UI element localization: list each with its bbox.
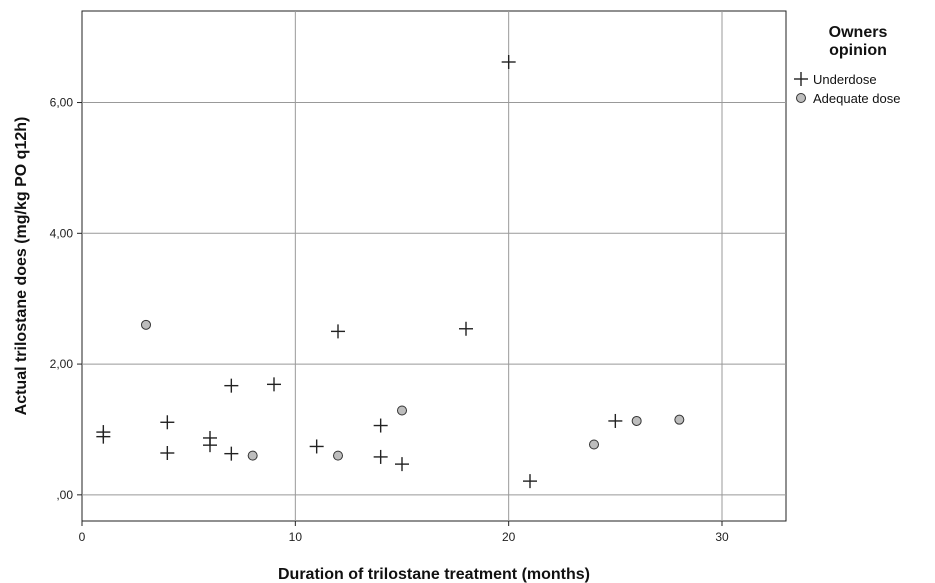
legend-circle-icon [796, 93, 806, 103]
adequate-dose-point [589, 439, 599, 450]
adequate-dose-point [631, 415, 642, 426]
underdose-point [608, 413, 623, 428]
underdose-point [203, 438, 217, 453]
underdose-point [395, 457, 409, 472]
x-axis-ticks: 0 10 20 30 [79, 521, 729, 544]
underdose-point [459, 321, 473, 336]
underdose-point [373, 449, 388, 464]
legend-title-line1: Owners [829, 24, 888, 41]
x-tick-label: 10 [289, 530, 303, 544]
legend-label-adequate-dose: Adequate dose [813, 91, 900, 106]
underdose-point [523, 474, 537, 489]
underdose-point [96, 429, 111, 444]
underdose-point [373, 418, 388, 433]
underdose-point [331, 324, 345, 339]
adequate-dose-point [674, 414, 685, 425]
y-tick-label: 6,00 [50, 96, 74, 110]
legend-title-line2: opinion [829, 42, 887, 59]
underdose-point [224, 378, 239, 393]
underdose-point [160, 415, 175, 430]
legend-label-underdose: Underdose [813, 72, 877, 87]
plot-area [81, 10, 787, 522]
x-axis-title: Duration of trilostane treatment (months… [278, 566, 590, 583]
legend-plus-icon [794, 72, 808, 86]
x-tick-label: 20 [502, 530, 516, 544]
adequate-dose-point [141, 319, 151, 330]
adequate-dose-point [333, 450, 343, 461]
adequate-dose-point [397, 405, 407, 416]
y-tick-label: 2,00 [50, 357, 74, 371]
legend: Owners opinion Underdose Adequate dose [794, 24, 900, 106]
underdose-point [309, 439, 324, 454]
data-points [96, 55, 685, 489]
y-axis-ticks: ,00 2,00 4,00 6,00 [50, 96, 82, 502]
underdose-point [224, 446, 239, 461]
y-axis-title: Actual trilostane does (mg/kg PO q12h) [13, 117, 30, 416]
y-tick-label: ,00 [56, 488, 73, 502]
underdose-point [501, 55, 516, 69]
x-tick-label: 0 [79, 530, 86, 544]
underdose-point [160, 446, 175, 460]
x-tick-label: 30 [715, 530, 729, 544]
underdose-point [267, 377, 281, 392]
grid-lines [82, 11, 786, 521]
y-tick-label: 4,00 [50, 226, 74, 240]
adequate-dose-point [247, 450, 258, 461]
